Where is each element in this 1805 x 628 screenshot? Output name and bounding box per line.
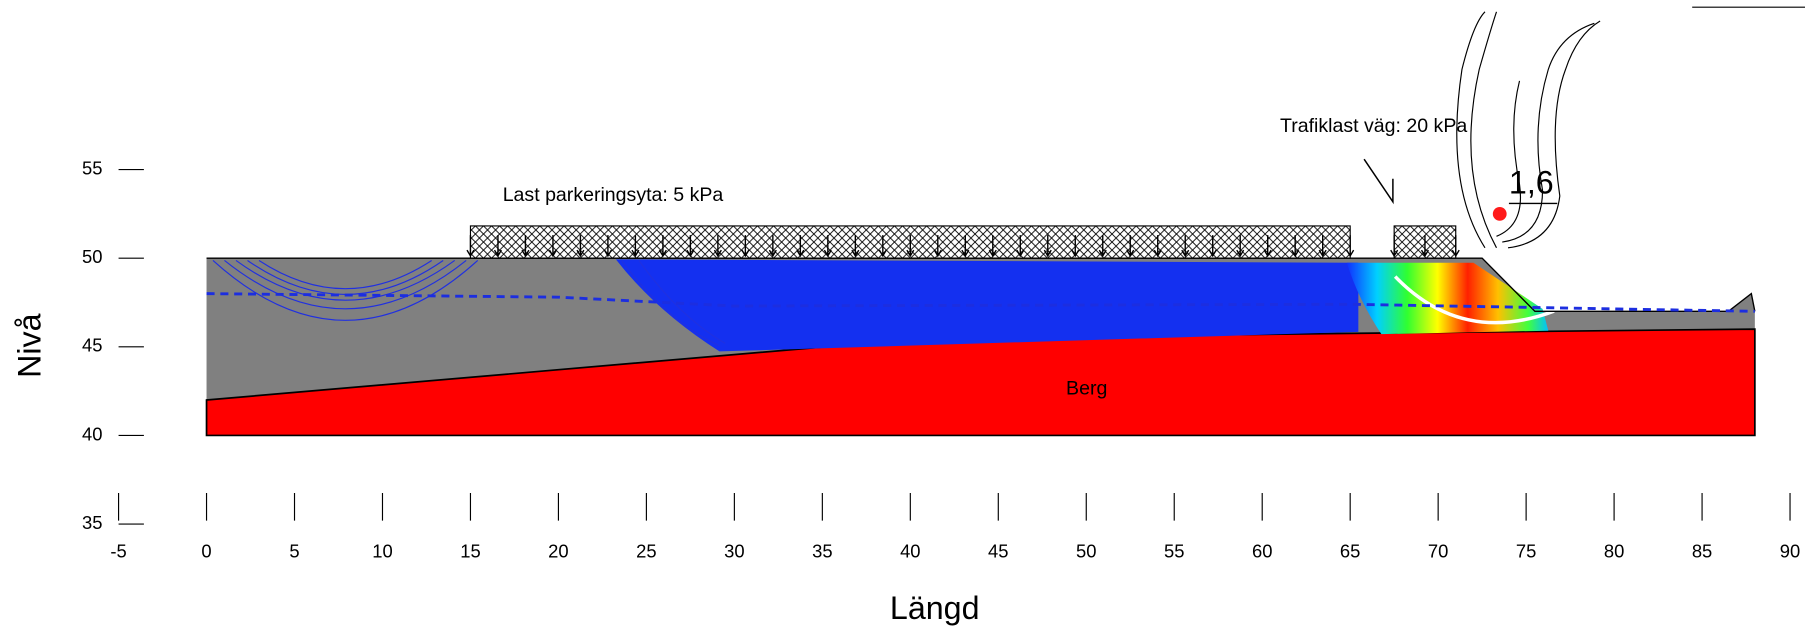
load-arrow bbox=[988, 235, 997, 258]
load-arrow bbox=[1390, 235, 1399, 258]
y-axis-title: Nivå bbox=[12, 313, 48, 378]
load-label: Trafiklast väg: 20 kPa bbox=[1280, 115, 1467, 137]
slip-zone bbox=[1346, 262, 1549, 335]
critical-center bbox=[1492, 206, 1507, 221]
x-tick-label: 55 bbox=[1164, 541, 1184, 562]
load-label: Last parkeringsyta: 5 kPa bbox=[503, 184, 724, 206]
load-arrow bbox=[933, 235, 942, 258]
trial-arcs bbox=[212, 259, 726, 347]
x-tick-label: 30 bbox=[724, 541, 744, 562]
load-arrow bbox=[1263, 235, 1272, 258]
load-arrow bbox=[1208, 235, 1217, 258]
load-arrow bbox=[713, 235, 722, 258]
load-arrow bbox=[1318, 235, 1327, 258]
y-tick-label: 40 bbox=[82, 423, 102, 444]
y-tick-label: 50 bbox=[82, 246, 102, 267]
fs-label: 1,6 bbox=[1509, 165, 1554, 201]
load-arrow bbox=[548, 235, 557, 258]
load-arrow bbox=[1043, 235, 1052, 258]
x-tick-label: 10 bbox=[372, 541, 392, 562]
y-tick-label: 35 bbox=[82, 512, 102, 533]
load-arrow bbox=[1098, 235, 1107, 258]
x-tick-label: -5 bbox=[110, 541, 126, 562]
load-arrow bbox=[1236, 235, 1245, 258]
x-tick-label: 40 bbox=[900, 541, 920, 562]
x-axis-title: Längd bbox=[890, 590, 980, 626]
load-arrow bbox=[851, 235, 860, 258]
x-tick-label: 60 bbox=[1252, 541, 1272, 562]
load-arrow bbox=[1153, 235, 1162, 258]
load-arrow bbox=[1071, 235, 1080, 258]
load-arrow bbox=[493, 235, 502, 258]
load-arrow bbox=[1346, 235, 1355, 258]
x-tick-label: 25 bbox=[636, 541, 656, 562]
load-arrow bbox=[796, 235, 805, 258]
x-tick-label: 45 bbox=[988, 541, 1008, 562]
load-arrow bbox=[466, 235, 475, 258]
x-tick-label: 85 bbox=[1692, 541, 1712, 562]
load-arrow bbox=[961, 235, 970, 258]
x-tick-label: 70 bbox=[1428, 541, 1448, 562]
critical-slip bbox=[1393, 275, 1555, 325]
x-tick-label: 15 bbox=[460, 541, 480, 562]
load-arrow bbox=[658, 235, 667, 258]
load-pointer bbox=[1363, 158, 1394, 205]
load-arrow bbox=[741, 235, 750, 258]
x-tick-label: 0 bbox=[201, 541, 211, 562]
x-tick-label: 75 bbox=[1516, 541, 1536, 562]
load-arrow bbox=[576, 235, 585, 258]
x-tick-label: 35 bbox=[812, 541, 832, 562]
x-tick-label: 80 bbox=[1604, 541, 1624, 562]
x-tick-label: 5 bbox=[289, 541, 299, 562]
load-arrow bbox=[906, 235, 915, 258]
x-tick-label: 50 bbox=[1076, 541, 1096, 562]
fs-contours bbox=[1456, 6, 1805, 249]
load-arrow bbox=[1126, 235, 1135, 258]
load-arrow bbox=[521, 235, 530, 258]
y-tick-label: 45 bbox=[82, 335, 102, 356]
load-arrow bbox=[686, 235, 695, 258]
y-tick-label: 55 bbox=[82, 157, 102, 178]
water-table bbox=[206, 292, 1755, 313]
load-arrow bbox=[878, 235, 887, 258]
load-arrow bbox=[1016, 235, 1025, 258]
x-tick-label: 90 bbox=[1780, 541, 1800, 562]
load-arrow bbox=[1291, 235, 1300, 258]
x-tick-label: 20 bbox=[548, 541, 568, 562]
load-arrow bbox=[823, 235, 832, 258]
load-arrow bbox=[1451, 235, 1460, 258]
load-arrow bbox=[1181, 235, 1190, 258]
load-arrow bbox=[768, 235, 777, 258]
load-arrow bbox=[1420, 235, 1429, 258]
load-arrow bbox=[603, 235, 612, 258]
load-arrow bbox=[631, 235, 640, 258]
bedrock-label: Berg bbox=[1066, 378, 1107, 400]
x-tick-label: 65 bbox=[1340, 541, 1360, 562]
